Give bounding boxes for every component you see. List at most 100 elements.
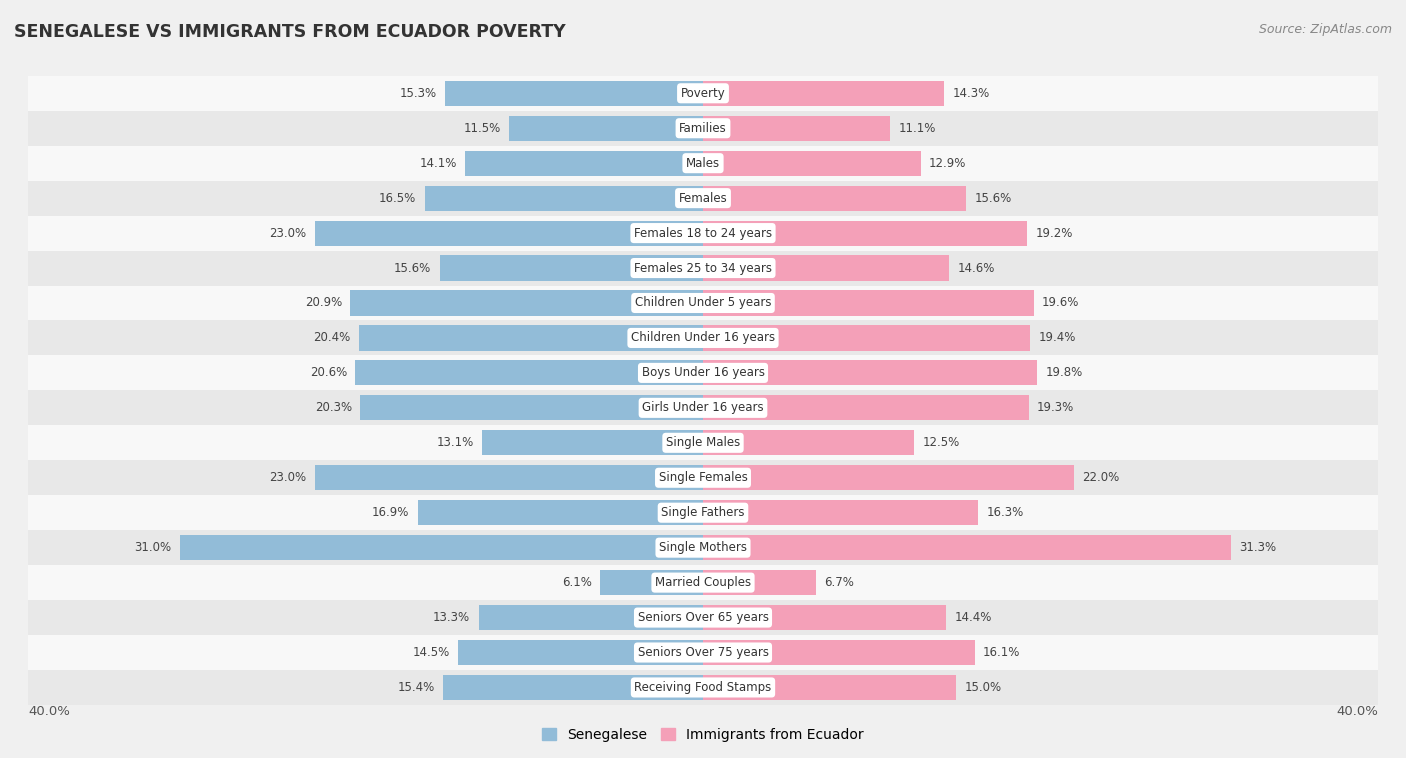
Bar <box>356 360 703 386</box>
Text: 31.3%: 31.3% <box>1240 541 1277 554</box>
Text: Seniors Over 75 years: Seniors Over 75 years <box>637 646 769 659</box>
Text: 19.8%: 19.8% <box>1046 366 1083 380</box>
Text: Girls Under 16 years: Girls Under 16 years <box>643 401 763 415</box>
Bar <box>703 151 921 176</box>
Bar <box>703 360 1038 386</box>
Text: 20.4%: 20.4% <box>314 331 350 344</box>
Bar <box>28 390 1378 425</box>
Bar <box>478 605 703 630</box>
Text: Married Couples: Married Couples <box>655 576 751 589</box>
Text: 14.4%: 14.4% <box>955 611 991 624</box>
Bar <box>28 565 1378 600</box>
Bar <box>28 215 1378 251</box>
Legend: Senegalese, Immigrants from Ecuador: Senegalese, Immigrants from Ecuador <box>543 728 863 742</box>
Bar <box>703 221 1026 246</box>
Bar <box>703 395 1029 421</box>
Bar <box>359 325 703 350</box>
Bar <box>28 251 1378 286</box>
Text: Boys Under 16 years: Boys Under 16 years <box>641 366 765 380</box>
Text: 11.1%: 11.1% <box>898 122 936 135</box>
Text: 19.2%: 19.2% <box>1035 227 1073 240</box>
Text: 14.1%: 14.1% <box>419 157 457 170</box>
Bar <box>28 600 1378 635</box>
Bar <box>28 321 1378 356</box>
Text: SENEGALESE VS IMMIGRANTS FROM ECUADOR POVERTY: SENEGALESE VS IMMIGRANTS FROM ECUADOR PO… <box>14 23 565 41</box>
Bar <box>482 431 703 456</box>
Text: 31.0%: 31.0% <box>135 541 172 554</box>
Bar <box>703 255 949 280</box>
Text: Source: ZipAtlas.com: Source: ZipAtlas.com <box>1258 23 1392 36</box>
Bar <box>28 530 1378 565</box>
Text: 23.0%: 23.0% <box>270 227 307 240</box>
Text: Receiving Food Stamps: Receiving Food Stamps <box>634 681 772 694</box>
Bar <box>703 570 815 595</box>
Bar <box>28 111 1378 146</box>
Text: Single Males: Single Males <box>666 437 740 449</box>
Text: 13.3%: 13.3% <box>433 611 470 624</box>
Text: 16.1%: 16.1% <box>983 646 1021 659</box>
Bar <box>444 80 703 106</box>
Bar <box>600 570 703 595</box>
Text: 40.0%: 40.0% <box>1336 705 1378 718</box>
Text: 12.9%: 12.9% <box>929 157 966 170</box>
Text: Single Mothers: Single Mothers <box>659 541 747 554</box>
Bar <box>703 675 956 700</box>
Bar <box>703 116 890 141</box>
Text: 16.5%: 16.5% <box>380 192 416 205</box>
Text: 15.6%: 15.6% <box>974 192 1012 205</box>
Bar <box>703 640 974 665</box>
Bar <box>703 290 1033 315</box>
Bar <box>28 356 1378 390</box>
Text: 16.9%: 16.9% <box>373 506 409 519</box>
Text: 20.9%: 20.9% <box>305 296 342 309</box>
Bar <box>28 146 1378 180</box>
Bar <box>315 465 703 490</box>
Text: 6.1%: 6.1% <box>562 576 592 589</box>
Bar <box>703 535 1232 560</box>
Bar <box>703 605 946 630</box>
Text: 6.7%: 6.7% <box>824 576 855 589</box>
Bar <box>703 465 1074 490</box>
Text: Children Under 5 years: Children Under 5 years <box>634 296 772 309</box>
Text: 15.3%: 15.3% <box>399 86 436 100</box>
Bar <box>360 395 703 421</box>
Text: 14.6%: 14.6% <box>957 262 995 274</box>
Bar <box>315 221 703 246</box>
Text: Females: Females <box>679 192 727 205</box>
Bar <box>465 151 703 176</box>
Text: Single Females: Single Females <box>658 471 748 484</box>
Text: 14.5%: 14.5% <box>413 646 450 659</box>
Text: 19.3%: 19.3% <box>1038 401 1074 415</box>
Bar <box>28 670 1378 705</box>
Bar <box>28 460 1378 495</box>
Text: Males: Males <box>686 157 720 170</box>
Bar <box>425 186 703 211</box>
Bar <box>458 640 703 665</box>
Bar <box>509 116 703 141</box>
Text: 15.4%: 15.4% <box>398 681 434 694</box>
Text: Poverty: Poverty <box>681 86 725 100</box>
Bar <box>703 431 914 456</box>
Bar <box>703 325 1031 350</box>
Text: 15.6%: 15.6% <box>394 262 432 274</box>
Text: Children Under 16 years: Children Under 16 years <box>631 331 775 344</box>
Bar <box>28 286 1378 321</box>
Bar <box>28 76 1378 111</box>
Text: Families: Families <box>679 122 727 135</box>
Text: Single Fathers: Single Fathers <box>661 506 745 519</box>
Bar <box>28 180 1378 215</box>
Text: 20.6%: 20.6% <box>309 366 347 380</box>
Text: 11.5%: 11.5% <box>464 122 501 135</box>
Text: 20.3%: 20.3% <box>315 401 352 415</box>
Bar <box>180 535 703 560</box>
Bar <box>440 255 703 280</box>
Bar <box>418 500 703 525</box>
Text: Seniors Over 65 years: Seniors Over 65 years <box>637 611 769 624</box>
Text: 13.1%: 13.1% <box>436 437 474 449</box>
Text: 22.0%: 22.0% <box>1083 471 1119 484</box>
Text: 15.0%: 15.0% <box>965 681 1001 694</box>
Text: Females 18 to 24 years: Females 18 to 24 years <box>634 227 772 240</box>
Bar <box>703 80 945 106</box>
Bar <box>28 495 1378 530</box>
Bar <box>28 635 1378 670</box>
